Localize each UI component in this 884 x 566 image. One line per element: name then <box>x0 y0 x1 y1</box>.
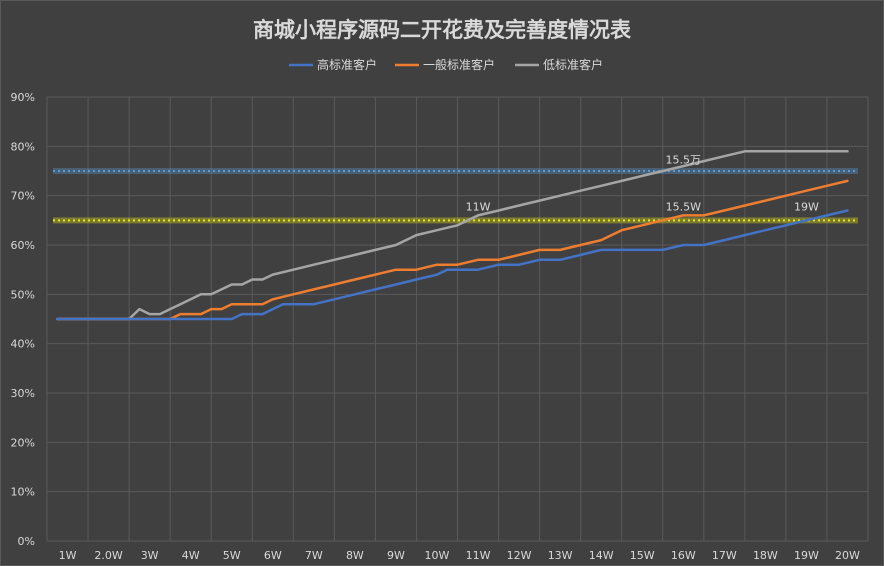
x-tick-label: 7W <box>305 549 323 562</box>
x-tick-label: 19W <box>794 549 819 562</box>
legend-label: 一般标准客户 <box>423 57 495 72</box>
x-tick-label: 13W <box>548 549 573 562</box>
x-tick-label: 9W <box>387 549 405 562</box>
y-axis-ticks: 0% 10% 20% 30% 40% 50% 60% 70% 80% 90% <box>11 91 35 548</box>
annotation-label: 15.5万 <box>666 154 702 167</box>
x-tick-label: 10W <box>425 549 450 562</box>
x-tick-label: 4W <box>182 549 200 562</box>
x-tick-label: 17W <box>712 549 737 562</box>
x-tick-label: 5W <box>223 549 241 562</box>
x-tick-label: 20W <box>835 549 860 562</box>
y-tick-label: 30% <box>11 387 35 400</box>
x-tick-label: 8W <box>346 549 364 562</box>
y-tick-label: 70% <box>11 190 35 203</box>
x-tick-label: 1W <box>59 549 77 562</box>
x-tick-label: 11W <box>466 549 491 562</box>
legend: 高标准客户 一般标准客户 低标准客户 <box>289 57 603 72</box>
y-tick-label: 0% <box>18 535 35 548</box>
y-tick-label: 40% <box>11 338 35 351</box>
y-tick-label: 10% <box>11 486 35 499</box>
x-axis-ticks: 1W 2.0W 3W 4W 5W 6W 7W 8W 9W 10W 11W 12W 13W 14W 15W 16… <box>59 549 860 562</box>
annotation-label: 11W <box>466 200 491 213</box>
x-tick-label: 15W <box>630 549 655 562</box>
annotation-label: 15.5W <box>666 200 701 213</box>
y-tick-label: 20% <box>11 436 35 449</box>
y-tick-label: 60% <box>11 239 35 252</box>
y-tick-label: 80% <box>11 140 35 153</box>
x-tick-label: 12W <box>507 549 532 562</box>
x-tick-label: 16W <box>671 549 696 562</box>
x-tick-label: 6W <box>264 549 282 562</box>
x-tick-label: 14W <box>589 549 614 562</box>
series-line-2 <box>56 150 849 321</box>
reference-lines <box>53 168 858 224</box>
chart-title: 商城小程序源码二开花费及完善度情况表 <box>253 18 632 42</box>
y-tick-label: 90% <box>11 91 35 104</box>
y-tick-label: 50% <box>11 288 35 301</box>
series-lines <box>56 150 849 321</box>
x-tick-label: 3W <box>141 549 159 562</box>
x-tick-label: 18W <box>753 549 778 562</box>
annotation-label: 19W <box>794 200 819 213</box>
legend-label: 低标准客户 <box>543 57 603 72</box>
x-tick-label: 2.0W <box>94 549 122 562</box>
series-line-1 <box>56 179 849 321</box>
series-line-0 <box>56 209 849 321</box>
legend-label: 高标准客户 <box>317 57 377 72</box>
annotations: 15.5万 11W 15.5W 19W <box>466 154 819 214</box>
